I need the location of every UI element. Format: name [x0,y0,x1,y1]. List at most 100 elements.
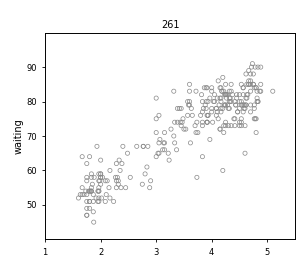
Point [244,103,248,107]
Point [235,110,240,114]
Point [96,196,101,200]
Point [256,65,260,69]
Point [209,110,214,114]
Point [254,130,259,135]
Point [239,82,244,86]
Point [162,130,167,135]
Point [194,120,199,124]
Point [237,99,242,104]
Point [205,120,209,124]
Point [219,110,223,114]
Point [216,79,221,83]
Point [105,179,110,183]
Point [222,103,227,107]
Point [239,99,244,104]
Point [89,175,94,180]
Point [204,106,209,111]
Point [154,154,159,159]
Point [226,123,231,128]
Point [194,130,198,135]
Point [76,196,81,200]
Point [241,86,246,90]
Point [232,117,237,121]
Point [200,120,205,124]
Point [194,175,199,180]
Point [242,103,247,107]
Point [225,92,230,97]
Point [202,86,207,90]
Point [252,86,257,90]
Point [237,120,242,124]
Point [256,99,260,104]
Point [89,186,94,190]
Point [92,175,97,180]
Point [246,82,251,86]
Point [243,123,247,128]
Point [84,213,89,217]
Point [229,89,234,93]
Point [200,110,205,114]
Point [219,99,223,104]
Point [171,89,176,93]
Point [242,106,247,111]
Point [229,123,234,128]
Point [239,117,244,121]
Point [161,141,166,145]
Point [193,123,197,128]
Point [223,123,228,128]
Point [206,113,210,118]
Point [181,117,185,121]
Point [87,199,92,204]
Point [200,99,205,104]
Point [116,179,121,183]
Point [194,89,198,93]
Point [95,199,100,204]
Point [221,123,226,128]
Point [115,175,120,180]
Point [141,144,146,149]
Point [117,158,122,162]
Point [128,175,133,180]
Point [95,144,99,149]
Point [224,96,229,100]
Point [187,82,192,86]
Point [245,92,250,97]
Point [157,141,161,145]
Point [225,103,230,107]
Point [233,103,238,107]
Point [177,106,182,111]
Point [141,144,146,149]
Point [98,182,103,186]
Point [84,161,89,166]
Point [160,148,165,152]
Point [90,182,95,186]
Point [223,82,228,86]
Point [270,89,275,93]
Point [199,92,204,97]
Point [219,89,224,93]
Point [87,206,92,211]
Point [98,172,103,176]
Point [214,106,219,111]
Point [223,92,228,97]
Point [98,175,103,180]
Point [232,123,237,128]
Point [215,110,220,114]
Point [228,96,233,100]
Point [96,189,101,193]
Point [82,192,86,197]
Point [156,151,160,155]
Point [204,99,209,104]
Point [154,130,159,135]
Point [232,99,237,104]
Point [230,92,235,97]
Point [198,113,203,118]
Point [172,120,177,124]
Point [248,89,253,93]
Point [218,127,222,131]
Point [162,141,167,145]
Point [251,72,256,76]
Point [248,79,253,83]
Point [237,106,242,111]
Point [219,106,223,111]
